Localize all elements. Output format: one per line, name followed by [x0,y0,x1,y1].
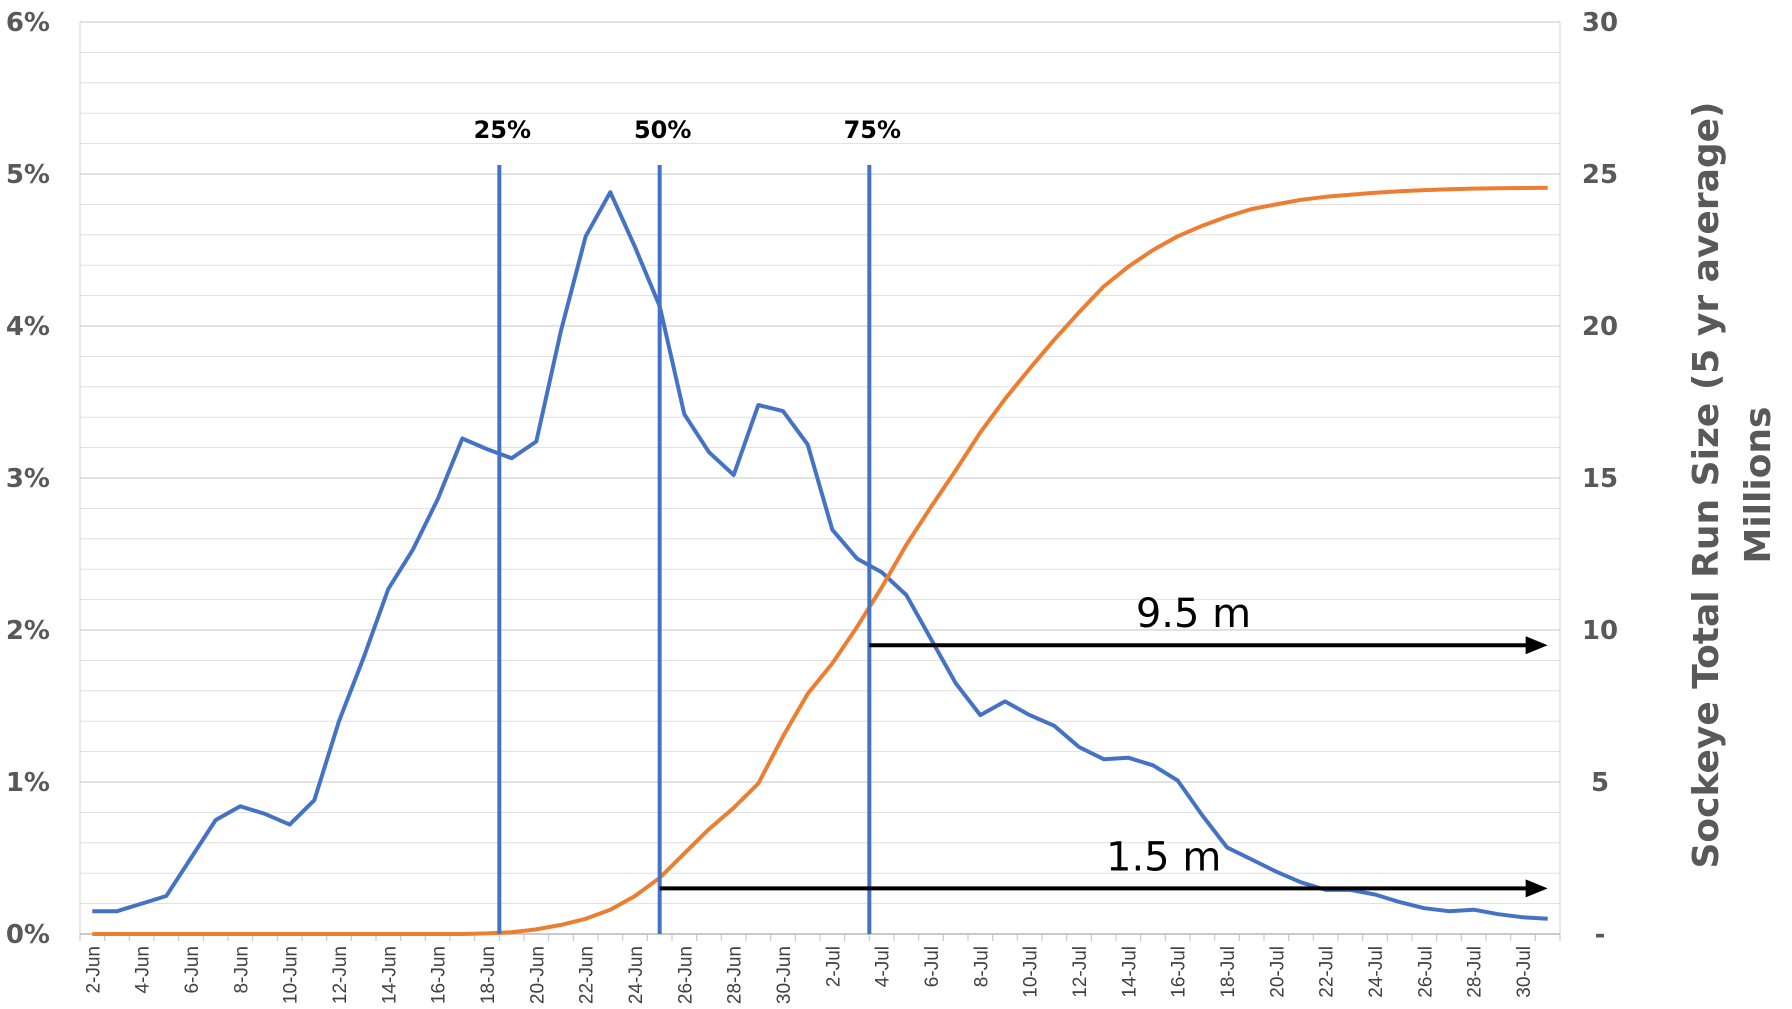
x-tick-label: 8-Jun [231,946,252,994]
left-tick-label: 3% [6,464,50,494]
right-tick-label: 30 [1582,8,1618,38]
x-tick-label: 22-Jul [1317,946,1338,998]
x-tick-label: 14-Jun [379,946,400,1004]
x-tick-label: 10-Jun [281,946,302,1004]
x-tick-label: 6-Jul [922,946,943,987]
x-tick-label: 12-Jun [330,946,351,1004]
right-axis-title-line1: Sockeye Total Run Size (5 yr average) [1686,101,1727,868]
right-tick-label: 15 [1582,464,1618,494]
x-tick-label: 20-Jun [527,946,548,1004]
right-tick-label: 20 [1582,312,1618,342]
left-tick-label: 1% [6,768,50,798]
x-tick-label: 30-Jul [1514,946,1535,998]
x-tick-label: 10-Jul [1021,946,1042,998]
x-axis-ticks: 2-Jun 4-Jun 6-Jun 8-Jun 10-Jun 12-Jun 14-Jun 16… [79,934,1561,1004]
right-tick-label: 5 [1591,768,1609,798]
x-tick-label: 22-Jun [577,946,598,1004]
x-tick-label: 26-Jun [675,946,696,1004]
right-tick-label: - [1595,920,1606,950]
series [92,185,1548,936]
left-tick-label: 6% [6,8,50,38]
left-axis-ticks: 0% 1% 2% 3% 4% 5% 6% [6,8,50,950]
x-tick-label: 28-Jul [1465,946,1486,998]
right-tick-label: 10 [1582,616,1618,646]
right-axis-title-line2: Millions [1738,407,1779,564]
vertical-markers: 25% 50% 75% [474,116,901,934]
x-tick-label: 26-Jul [1415,946,1436,998]
x-tick-label: 24-Jun [626,946,647,1004]
left-tick-label: 4% [6,312,50,342]
x-tick-label: 20-Jul [1267,946,1288,998]
x-tick-label: 12-Jul [1070,946,1091,998]
x-tick-label: 14-Jul [1119,946,1140,998]
left-tick-label: 5% [6,160,50,190]
x-tick-label: 18-Jul [1218,946,1239,998]
x-tick-label: 4-Jun [133,946,154,994]
annotations: 9.5 m 1.5 m [659,591,1548,898]
x-tick-label: 28-Jun [725,946,746,1004]
annotation-label: 1.5 m [1106,834,1221,880]
right-axis-ticks: - 5 10 15 20 25 30 [1582,8,1618,950]
left-tick-label: 2% [6,616,50,646]
x-tick-label: 6-Jun [182,946,203,994]
marker-label: 25% [474,116,531,144]
x-tick-label: 8-Jul [971,946,992,987]
x-tick-label: 2-Jul [823,946,844,987]
marker-label: 50% [634,116,691,144]
marker-label: 75% [844,116,901,144]
x-tick-label: 16-Jul [1169,946,1190,998]
daily-percent-line [92,190,1548,921]
x-tick-label: 18-Jun [478,946,499,1004]
x-tick-label: 2-Jun [83,946,104,994]
x-tick-label: 24-Jul [1366,946,1387,998]
right-tick-label: 25 [1582,160,1618,190]
x-tick-label: 4-Jul [873,946,894,987]
left-tick-label: 0% [6,920,50,950]
annotation-arrowhead [1525,879,1548,898]
annotation-label: 9.5 m [1136,591,1251,637]
gridlines [79,21,1561,935]
cumulative-run-line [92,185,1548,936]
x-tick-label: 30-Jun [774,946,795,1004]
annotation-arrowhead [1525,636,1548,655]
x-tick-label: 16-Jun [429,946,450,1004]
